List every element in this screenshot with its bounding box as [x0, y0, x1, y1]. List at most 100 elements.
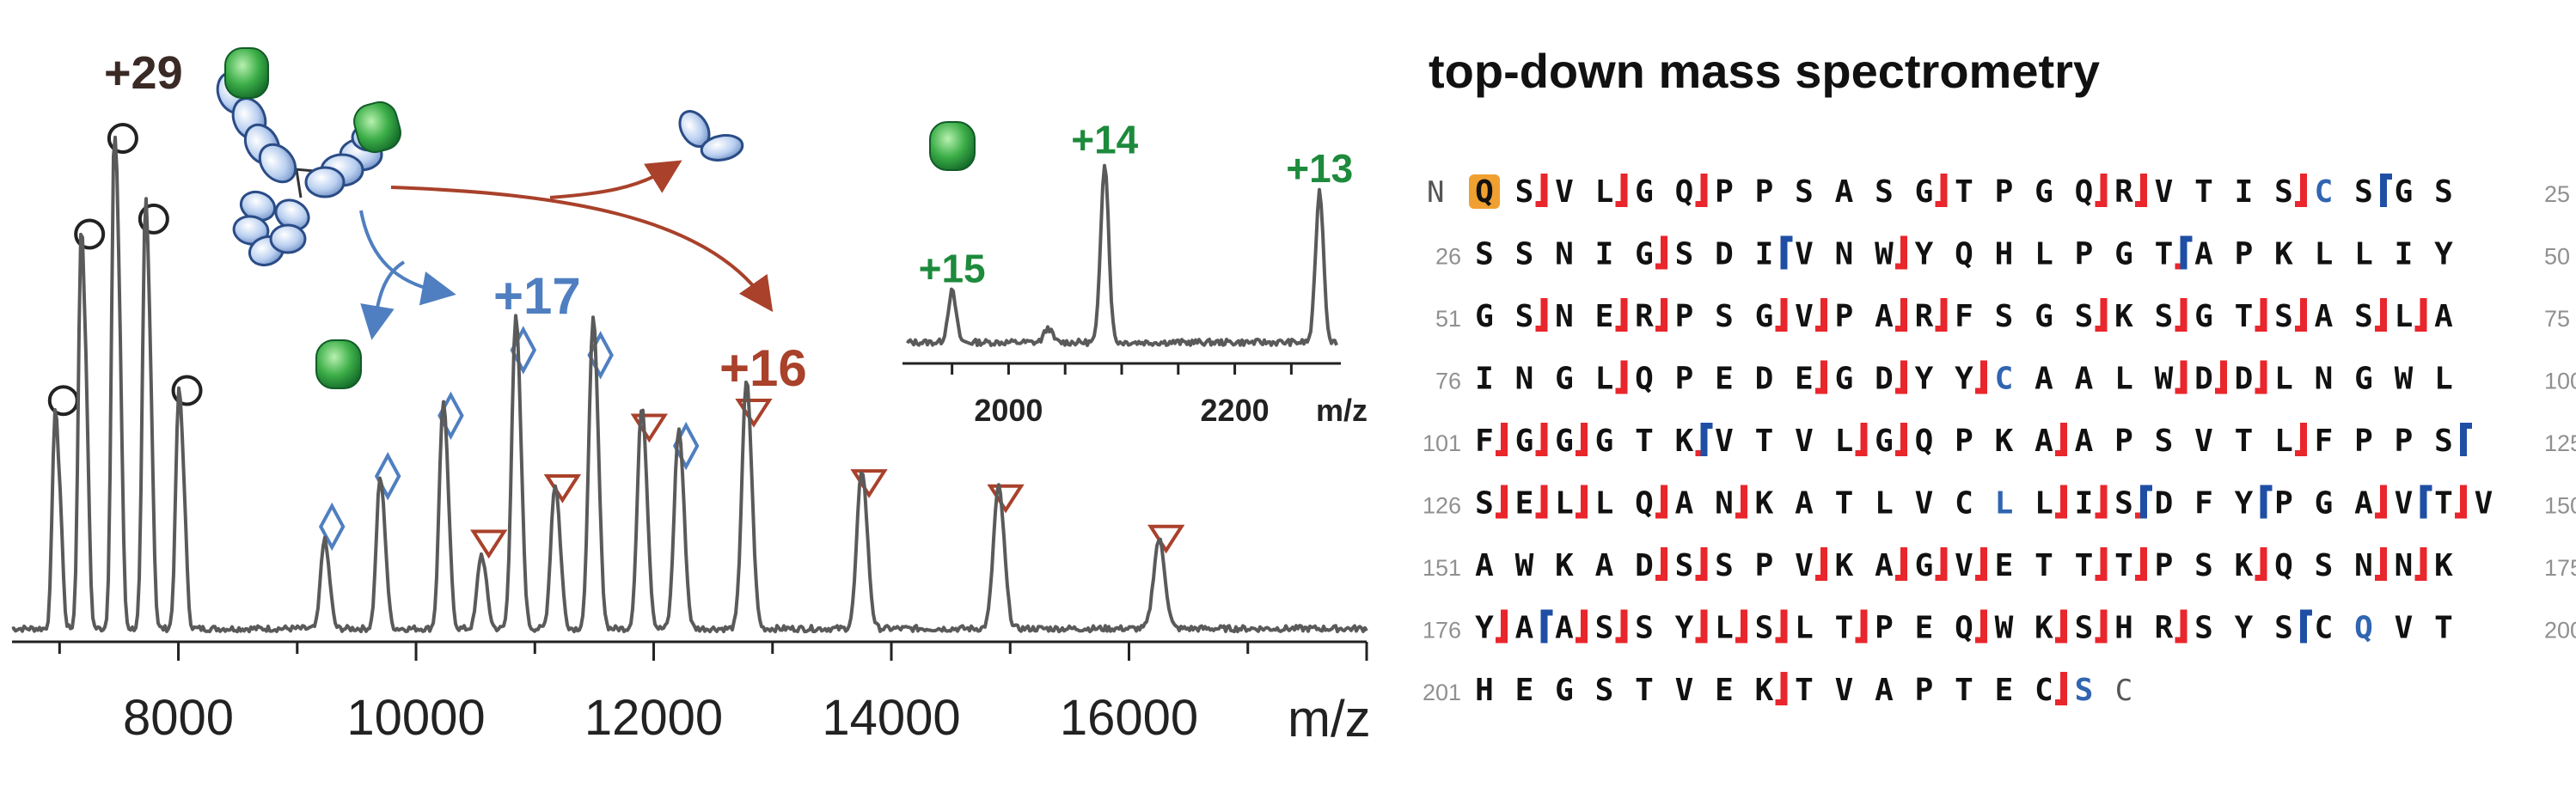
- c-type-cleavage-mark: [2255, 547, 2267, 581]
- main-x-tick-label: 12000: [584, 690, 723, 746]
- charge-16-marker: [470, 529, 508, 559]
- residue: V: [2155, 174, 2174, 210]
- charge-29-marker: [74, 218, 106, 250]
- sequence-title: top-down mass spectrometry: [1429, 44, 2100, 98]
- residue: L: [2395, 299, 2414, 334]
- residue: A: [1515, 611, 1534, 646]
- residue: E: [1595, 299, 1614, 334]
- c-terminus-label: C: [2115, 674, 2132, 708]
- c-type-cleavage-mark: [1735, 485, 1747, 519]
- residue: S: [1715, 299, 1734, 334]
- c-type-cleavage-mark: [2055, 423, 2067, 456]
- n-type-cleavage-mark: [2260, 485, 2273, 519]
- residue: Q: [1915, 424, 1934, 459]
- residue: V: [1795, 299, 1814, 334]
- residue: C: [1955, 486, 1973, 522]
- residue: G: [1555, 673, 1574, 708]
- residue: C: [2034, 673, 2053, 708]
- residue: A: [2434, 299, 2453, 334]
- residue: N: [2315, 362, 2334, 397]
- residue: W: [1875, 237, 1894, 272]
- n-type-cleavage-mark: [2460, 423, 2472, 456]
- inset-peak-label: +14: [1071, 118, 1138, 162]
- inset-x-tick-label: 2000: [974, 393, 1043, 428]
- residue: S: [1675, 548, 1694, 583]
- residue: S: [2194, 548, 2213, 583]
- c-type-cleavage-mark: [1895, 235, 1907, 270]
- residue: S: [2075, 611, 2094, 646]
- residue: S: [2155, 424, 2174, 459]
- residue: T: [1955, 673, 1973, 708]
- residue: D: [1875, 362, 1894, 397]
- residue: P: [1675, 299, 1694, 334]
- c-type-cleavage-mark: [1695, 547, 1708, 581]
- c-type-cleavage-mark: [1895, 298, 1907, 332]
- residue: V: [1555, 174, 1574, 210]
- residue: F: [1475, 424, 1494, 459]
- row-end-number: 150: [2544, 493, 2576, 519]
- residue: G: [2114, 237, 2133, 272]
- main-x-axis-label: m/z: [1288, 690, 1371, 747]
- row-start-number: 151: [1423, 555, 1461, 581]
- residue: P: [2075, 237, 2094, 272]
- c-type-cleavage-mark: [1895, 423, 1907, 456]
- residue: G: [1755, 299, 1774, 334]
- c-type-cleavage-mark: [1615, 174, 1628, 207]
- row-end-number: 125: [2544, 430, 2576, 456]
- residue: T: [1795, 673, 1814, 708]
- charge-16-marker: [1147, 524, 1185, 554]
- residue: C: [2315, 174, 2334, 210]
- residue: E: [1995, 673, 2014, 708]
- payload-icon-right: [353, 101, 401, 154]
- residue: G: [1555, 362, 1574, 397]
- residue: Q: [2274, 548, 2293, 583]
- main-x-tick-label: 16000: [1060, 690, 1198, 746]
- residue: A: [1875, 299, 1894, 334]
- residue: L: [1795, 611, 1814, 646]
- residue: Q: [1955, 611, 1973, 646]
- c-type-cleavage-mark: [1895, 360, 1907, 394]
- charge-17-marker: [318, 502, 346, 552]
- residue: V: [1915, 486, 1934, 522]
- residue: A: [2075, 424, 2094, 459]
- row-start-number: 101: [1423, 430, 1461, 456]
- c-type-cleavage-mark: [1535, 423, 1548, 456]
- c-type-cleavage-mark: [2375, 485, 2387, 519]
- residue: R: [1635, 299, 1654, 334]
- residue: K: [2235, 548, 2254, 583]
- residue: A: [1795, 486, 1814, 522]
- residue: L: [1715, 611, 1734, 646]
- residue: L: [1875, 486, 1894, 522]
- residue: V: [1795, 237, 1814, 272]
- sequence-row: 101FGGGTKVTVLGQPKAAPSVTLFPPS125: [1423, 423, 2576, 459]
- residue: S: [2075, 299, 2094, 334]
- c-type-cleavage-mark: [1935, 174, 1948, 207]
- residue: I: [2395, 237, 2414, 272]
- residue: L: [1995, 486, 2014, 522]
- residue: R: [2114, 174, 2133, 210]
- c-type-cleavage-mark: [2055, 485, 2067, 519]
- sequence-row: 151AWKADSSPVKAGVETTTPSKQSNNK175: [1423, 547, 2576, 583]
- residue: G: [1875, 424, 1894, 459]
- residue: A: [1875, 673, 1894, 708]
- c-type-cleavage-mark: [2295, 174, 2307, 207]
- residue: P: [1715, 174, 1734, 210]
- residue: P: [1755, 174, 1774, 210]
- c-type-cleavage-mark: [1775, 298, 1788, 332]
- row-start-number: 26: [1435, 244, 1461, 270]
- residue: S: [2075, 673, 2094, 708]
- residue: E: [1995, 548, 2014, 583]
- c-type-cleavage-mark: [1615, 298, 1628, 332]
- c-type-cleavage-mark: [1535, 485, 1548, 519]
- n-type-cleavage-mark: [1780, 235, 1793, 270]
- residue: E: [1715, 673, 1734, 708]
- c-type-cleavage-mark: [2255, 360, 2267, 394]
- n-type-cleavage-mark: [2180, 235, 2193, 270]
- c-type-cleavage-mark: [2095, 174, 2108, 207]
- residue: T: [2235, 424, 2254, 459]
- residue: A: [1675, 486, 1694, 522]
- charge-17-marker: [374, 452, 401, 501]
- residue: R: [2155, 611, 2174, 646]
- residue: I: [1595, 237, 1614, 272]
- residue: G: [2315, 486, 2334, 522]
